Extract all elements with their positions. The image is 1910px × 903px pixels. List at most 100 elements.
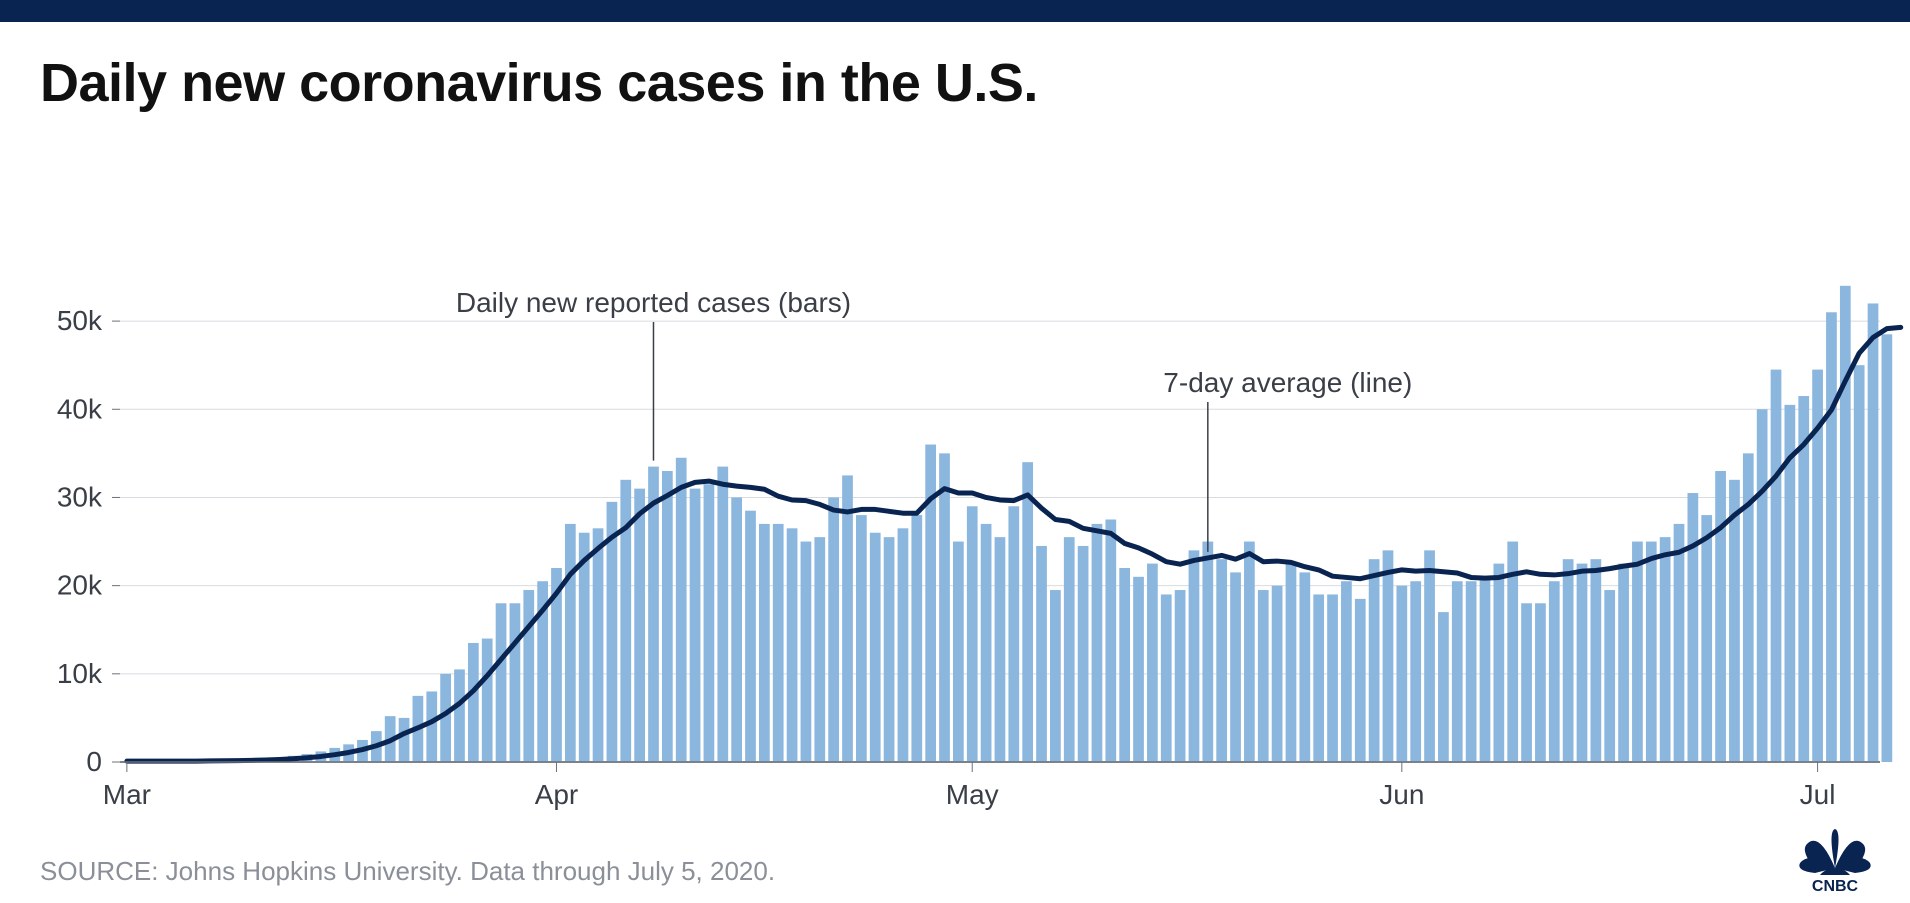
bar	[1036, 546, 1047, 762]
bar	[565, 524, 576, 762]
bar	[717, 467, 728, 762]
bar	[1535, 603, 1546, 762]
bar	[1604, 590, 1615, 762]
bar	[1175, 590, 1186, 762]
bar	[1355, 599, 1366, 762]
bar	[995, 537, 1006, 762]
bar	[1882, 334, 1893, 762]
bar	[1493, 564, 1504, 762]
bar	[1466, 581, 1477, 762]
bar	[773, 524, 784, 762]
bar	[911, 515, 922, 762]
bar	[1632, 542, 1643, 762]
bar	[1313, 594, 1324, 762]
bar	[1092, 524, 1103, 762]
bar	[1272, 586, 1283, 762]
bar	[745, 511, 756, 762]
bar	[939, 453, 950, 762]
bar	[468, 643, 479, 762]
annot-line-label: 7-day average (line)	[1163, 367, 1412, 398]
y-tick-label: 40k	[57, 393, 103, 424]
bar	[454, 669, 465, 762]
bar	[482, 639, 493, 762]
bar	[731, 497, 742, 762]
x-tick-label: Apr	[535, 779, 579, 810]
bar	[1202, 542, 1213, 762]
bar	[1230, 572, 1241, 762]
bar	[953, 542, 964, 762]
bar	[1299, 572, 1310, 762]
bar	[1549, 581, 1560, 762]
bar	[842, 475, 853, 762]
bar	[1660, 537, 1671, 762]
bar	[1133, 577, 1144, 762]
bar	[1854, 365, 1865, 762]
bar	[1161, 594, 1172, 762]
bar	[634, 489, 645, 762]
bar	[496, 603, 507, 762]
bar	[967, 506, 978, 762]
bar	[856, 515, 867, 762]
y-tick-label: 30k	[57, 481, 103, 512]
bar	[1216, 559, 1227, 762]
bar	[787, 528, 798, 762]
bar	[1452, 581, 1463, 762]
bar	[523, 590, 534, 762]
bar	[1327, 594, 1338, 762]
bar	[1646, 542, 1657, 762]
bar	[1383, 550, 1394, 762]
y-tick-label: 20k	[57, 570, 103, 601]
bar	[676, 458, 687, 762]
bar	[1369, 559, 1380, 762]
bar	[981, 524, 992, 762]
bar	[1577, 564, 1588, 762]
bar	[759, 524, 770, 762]
bar	[870, 533, 881, 762]
x-tick-label: May	[946, 779, 999, 810]
bar	[1078, 546, 1089, 762]
bar	[399, 718, 410, 762]
y-tick-label: 0	[86, 746, 102, 777]
bar	[1050, 590, 1061, 762]
bar	[593, 528, 604, 762]
bar	[1729, 480, 1740, 762]
bar	[704, 484, 715, 762]
bar	[1008, 506, 1019, 762]
bar	[1715, 471, 1726, 762]
bar	[1868, 303, 1879, 762]
bar	[1147, 564, 1158, 762]
bar	[828, 497, 839, 762]
bar	[1701, 515, 1712, 762]
y-tick-label: 10k	[57, 658, 103, 689]
chart-svg: 010k20k30k40k50kMarAprMayJunJulDaily new…	[0, 22, 1910, 903]
bar	[1480, 577, 1491, 762]
bar	[1119, 568, 1130, 762]
bar	[1286, 564, 1297, 762]
bar	[1771, 370, 1782, 762]
bar	[1022, 462, 1033, 762]
bar	[1438, 612, 1449, 762]
bar	[1341, 581, 1352, 762]
bar	[1590, 559, 1601, 762]
bar	[1189, 550, 1200, 762]
bar	[648, 467, 659, 762]
bar	[510, 603, 521, 762]
bar	[1563, 559, 1574, 762]
bar	[898, 528, 909, 762]
bar	[1258, 590, 1269, 762]
bar	[1826, 312, 1837, 762]
header-bar	[0, 0, 1910, 22]
bar	[801, 542, 812, 762]
x-tick-label: Jun	[1379, 779, 1424, 810]
bar	[1618, 564, 1629, 762]
bar	[1757, 409, 1768, 762]
bar	[1674, 524, 1685, 762]
y-tick-label: 50k	[57, 305, 103, 336]
bar	[1840, 286, 1851, 762]
bar	[1410, 581, 1421, 762]
cnbc-logo: CNBC	[1790, 823, 1880, 893]
bar	[1687, 493, 1698, 762]
bar	[1424, 550, 1435, 762]
bar	[426, 691, 437, 762]
bar	[690, 489, 701, 762]
